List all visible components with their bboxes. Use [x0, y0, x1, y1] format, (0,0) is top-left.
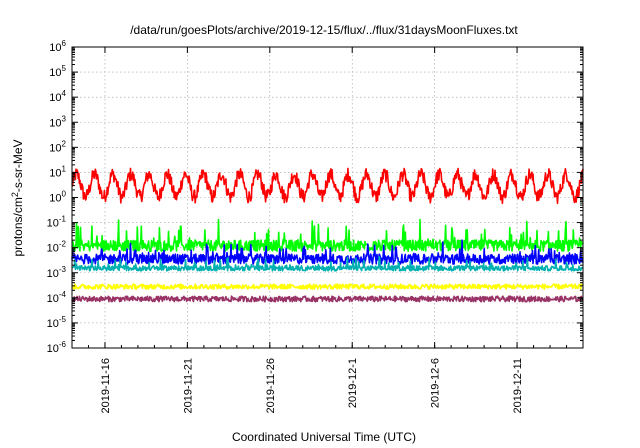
y-tick-label: 10-5: [47, 315, 67, 330]
series-line: [71, 255, 584, 272]
y-tick-label: 10-2: [47, 240, 67, 255]
x-axis: 2019-11-16 2019-11-21 2019-11-26 2019-12-1 2…: [71, 47, 584, 413]
y-tick-label: 106: [49, 39, 66, 54]
y-axis: 10-6 10-5 10-4 10-3 10-2 10-1 100 101 102 103 104 1…: [47, 39, 583, 355]
x-tick-label: 2019-12-1: [347, 358, 359, 408]
y-tick-label: 100: [49, 190, 66, 205]
series-group: [71, 167, 584, 303]
y-tick-label: 101: [49, 164, 66, 179]
y-tick-label: 10-4: [47, 290, 67, 305]
y-tick-label: 105: [49, 64, 66, 79]
y-axis-label-main: protons/cm: [11, 197, 25, 256]
x-tick-label: 2019-11-21: [182, 358, 194, 413]
y-axis-label-rest: -s-sr-MeV: [11, 139, 25, 192]
series-line: [71, 283, 584, 290]
y-tick-label: 10-1: [47, 215, 67, 230]
chart-title: /data/run/goesPlots/archive/2019-12-15/f…: [130, 23, 518, 37]
y-tick-label: 102: [49, 139, 66, 154]
y-tick-label: 104: [49, 89, 66, 104]
y-axis-label-sup: 2: [10, 192, 20, 197]
series-line: [71, 295, 584, 303]
x-tick-label: 2019-12-6: [430, 358, 442, 408]
x-tick-label: 2019-12-11: [512, 358, 524, 413]
series-line: [71, 218, 584, 253]
x-tick-label: 2019-11-26: [265, 358, 277, 413]
y-tick-label: 10-6: [47, 340, 67, 355]
y-axis-label: protons/cm2-s-sr-MeV: [10, 139, 25, 256]
y-tick-label: 10-3: [47, 265, 67, 280]
x-axis-label: Coordinated Universal Time (UTC): [232, 430, 416, 444]
y-tick-label: 103: [49, 114, 66, 129]
x-tick-label: 2019-11-16: [100, 358, 112, 413]
series-line: [71, 167, 584, 205]
series-line: [71, 239, 584, 265]
